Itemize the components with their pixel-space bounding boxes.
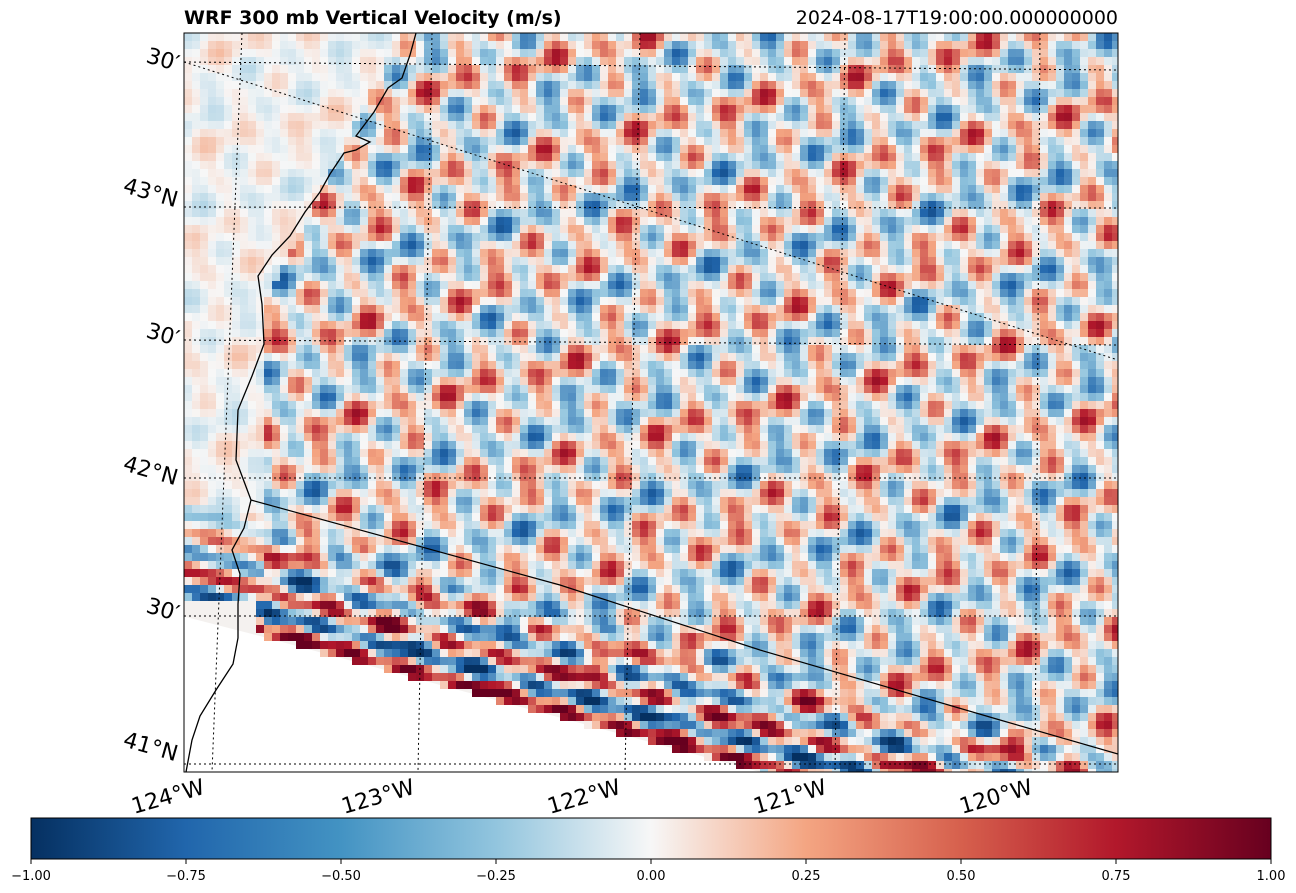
colorbar-tick-label: 0.25: [792, 869, 821, 884]
coastline: [185, 33, 417, 772]
vertical-velocity-field: [184, 33, 1118, 772]
map-panel: [184, 33, 1118, 772]
colorbar-tick-label: 1.00: [1257, 869, 1286, 884]
lat-label: 42°N: [120, 452, 180, 491]
colorbar-tick-label: −0.25: [476, 869, 516, 884]
lon-label: 123°W: [339, 775, 418, 820]
colorbar: −1.00 −0.75 −0.50 −0.25 0.00 0.25 0.50 0.75 1.00: [11, 817, 1285, 884]
lat-label: 30′: [143, 44, 182, 77]
lon-label: 122°W: [545, 775, 624, 820]
colorbar-tick-label: 0.50: [947, 869, 976, 884]
state-border: [250, 499, 1118, 755]
colorbar-tick-label: 0.00: [637, 869, 666, 884]
longitude-gridlines: [211, 33, 1041, 772]
lon-label: 120°W: [957, 775, 1036, 820]
colorbar-ticks: −1.00 −0.75 −0.50 −0.25 0.00 0.25 0.50 0.75 1.00: [11, 859, 1285, 884]
lon-label: 124°W: [129, 775, 208, 820]
colorbar-tick-label: −0.75: [166, 869, 206, 884]
latitude-gridlines: [184, 61, 1118, 765]
lat-label: 43°N: [120, 174, 180, 213]
map-title: WRF 300 mb Vertical Velocity (m/s): [184, 7, 562, 29]
lon-label: 121°W: [751, 775, 830, 820]
colorbar-gradient: [30, 817, 1272, 860]
latitude-labels: 30′ 43°N 30′ 42°N 30′ 41°N: [120, 44, 182, 767]
map-timestamp: 2024-08-17T19:00:00.000000000: [795, 7, 1118, 29]
lat-label: 30′: [143, 319, 182, 352]
colorbar-tick-label: −0.50: [321, 869, 361, 884]
map-frame: [183, 32, 1119, 773]
lat-label: 30′: [143, 594, 182, 627]
lat-label: 41°N: [120, 728, 180, 767]
longitude-labels: 124°W 123°W 122°W 121°W 120°W: [129, 775, 1036, 820]
colorbar-tick-label: −1.00: [11, 869, 51, 884]
colorbar-tick-label: 0.75: [1102, 869, 1131, 884]
